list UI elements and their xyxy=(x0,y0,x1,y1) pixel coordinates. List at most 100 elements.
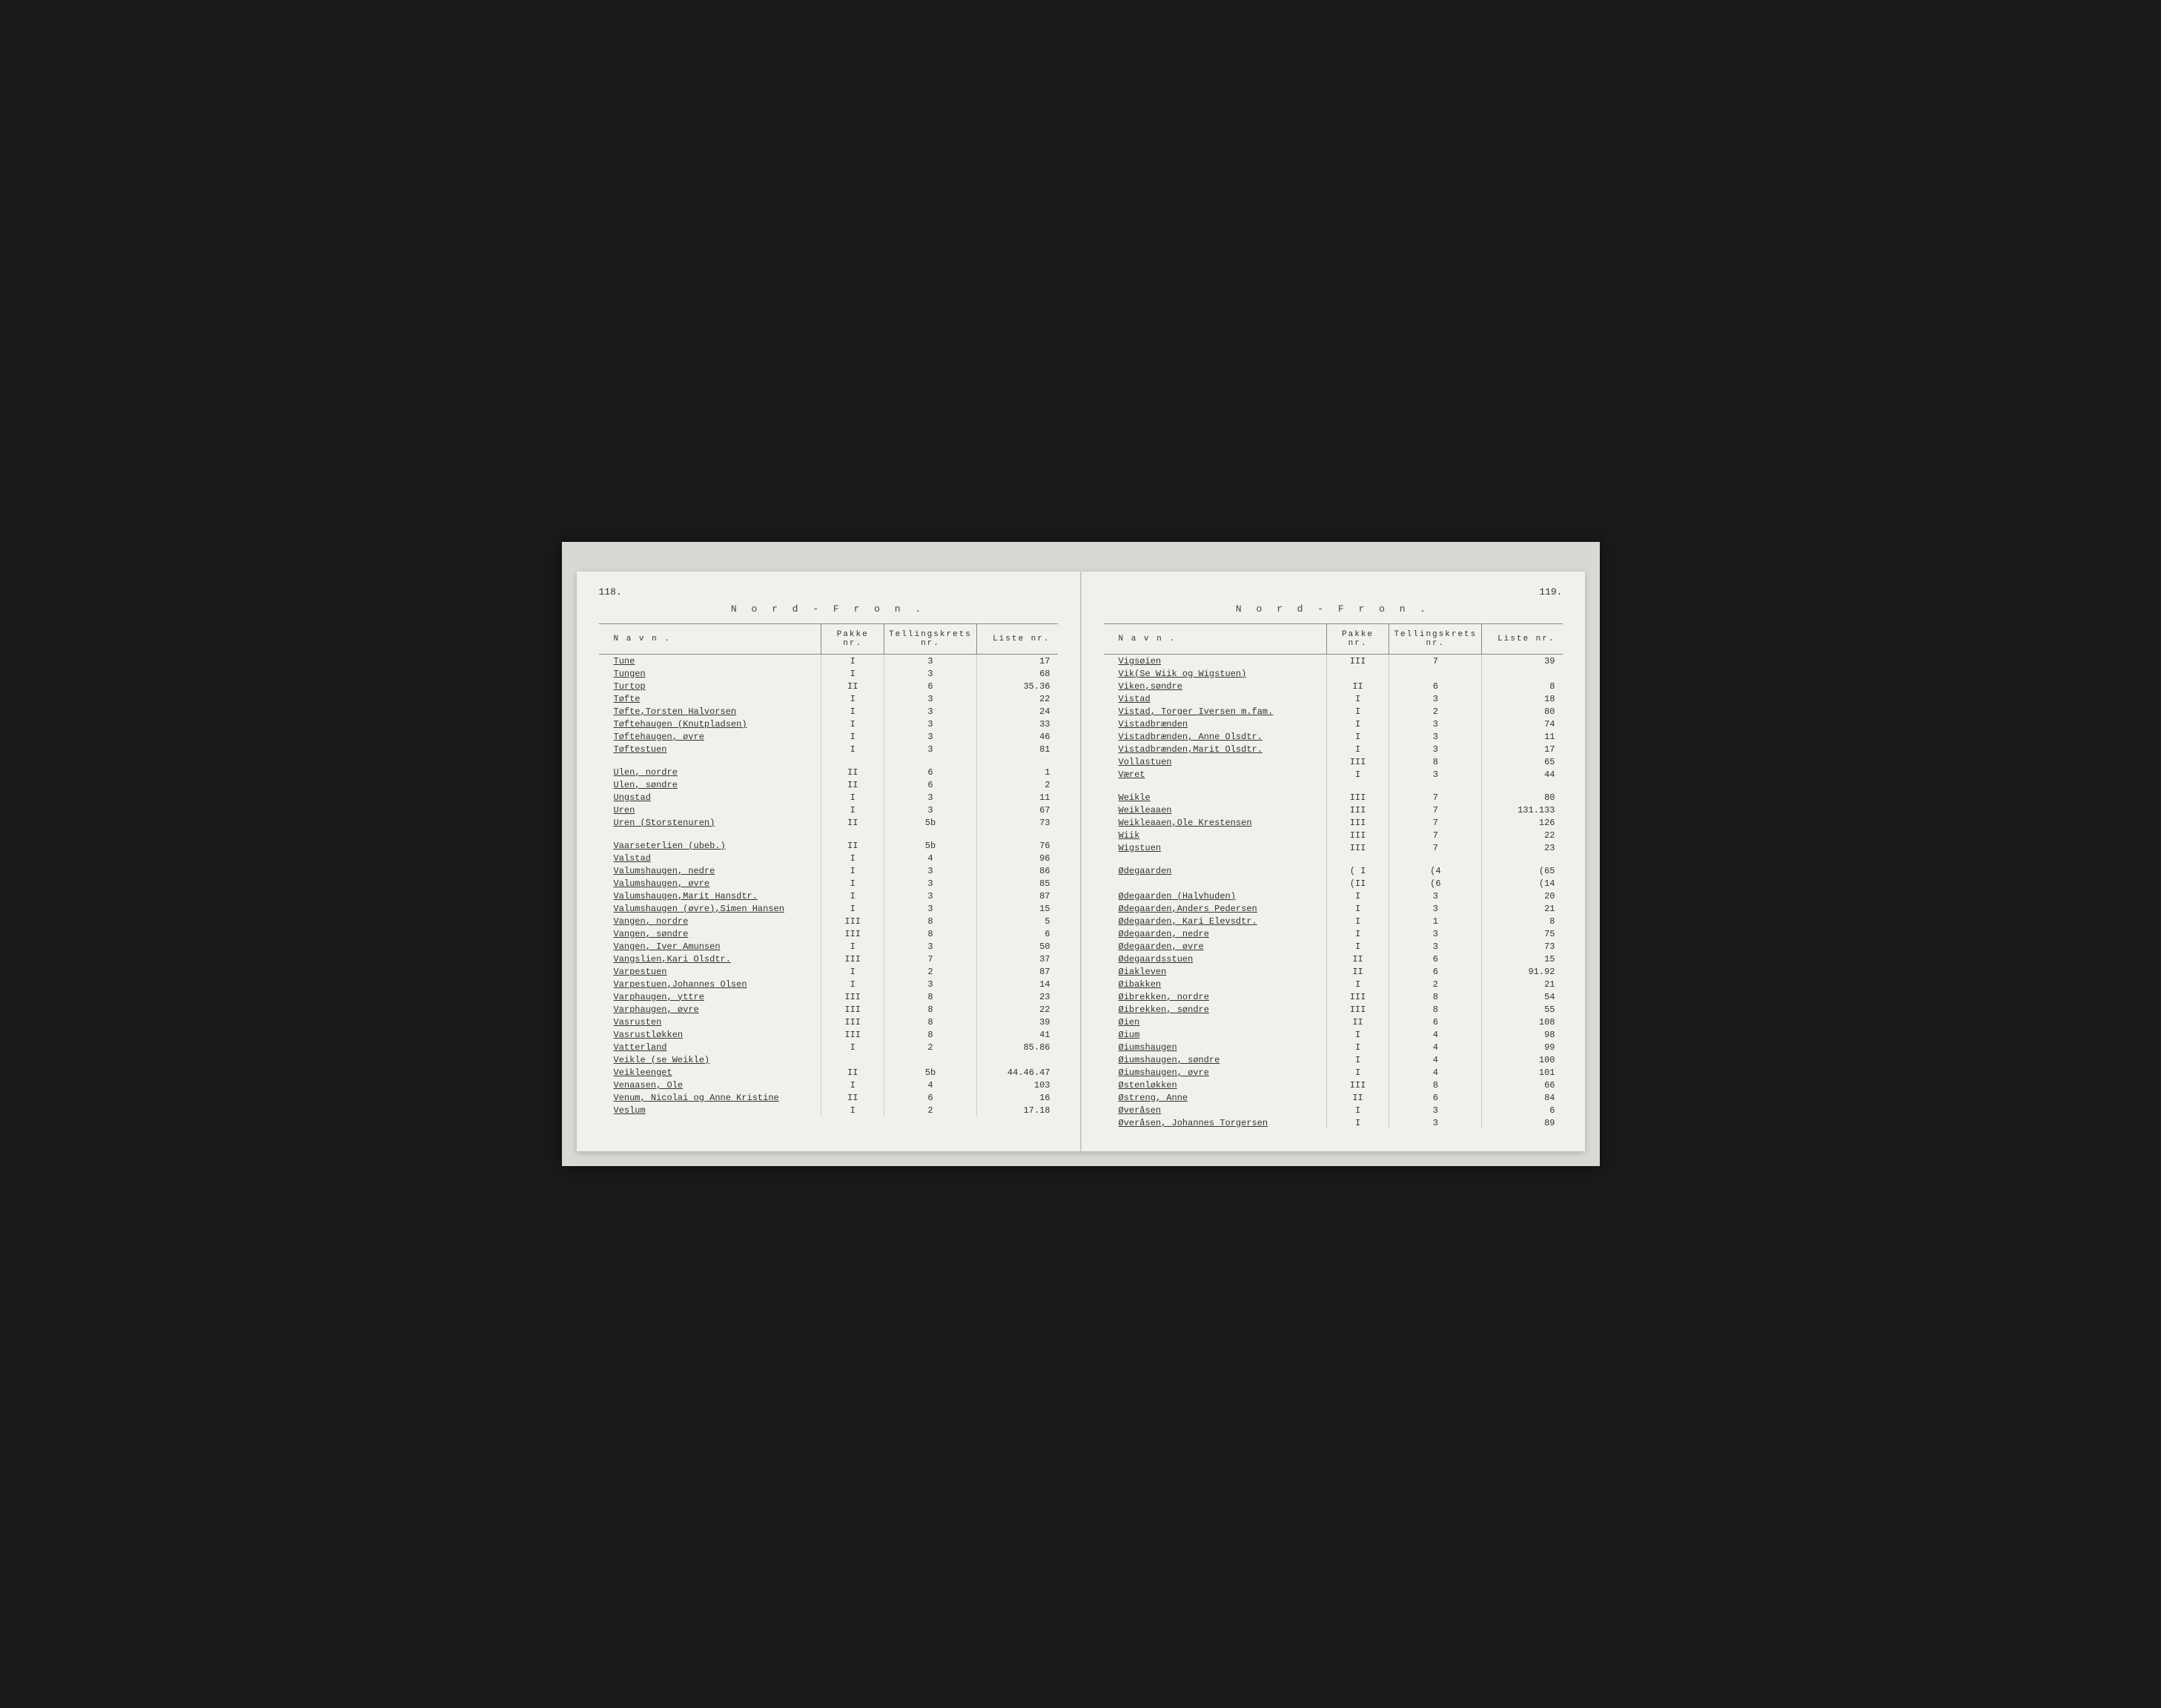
cell-tellings: 3 xyxy=(884,705,977,718)
left-header-row: N a v n . Pakke nr. Tellingskrets nr. Li… xyxy=(599,624,1058,655)
cell-liste: 103 xyxy=(976,1079,1057,1091)
cell-name: Ødegaardsstuen xyxy=(1104,953,1327,965)
cell-liste: 91.92 xyxy=(1482,965,1563,978)
table-row: ØstenløkkenIII866 xyxy=(1104,1079,1563,1091)
header-name: N a v n . xyxy=(599,624,821,655)
cell-pakke: I xyxy=(1326,890,1389,902)
cell-tellings: 3 xyxy=(884,940,977,953)
cell-tellings: 2 xyxy=(884,1041,977,1053)
table-row: Venum, Nicolai og Anne KristineII616 xyxy=(599,1091,1058,1104)
table-row: Varphaugen, øvreIII822 xyxy=(599,1003,1058,1016)
cell-tellings: 4 xyxy=(1389,1066,1482,1079)
table-row: Tøftehaugen (Knutpladsen)I333 xyxy=(599,718,1058,730)
cell-name: Vik(Se Wiik og Wigstuen) xyxy=(1104,667,1327,680)
table-row: Vistad, Torger Iversen m.fam.I280 xyxy=(1104,705,1563,718)
header-name: N a v n . xyxy=(1104,624,1327,655)
cell-name: Vasrusten xyxy=(599,1016,821,1028)
cell-pakke: I xyxy=(821,852,884,864)
cell-name: Ødegaarden, Kari Elevsdtr. xyxy=(1104,915,1327,927)
cell-liste: 46 xyxy=(976,730,1057,743)
table-row: VarpestuenI287 xyxy=(599,965,1058,978)
cell-tellings: 6 xyxy=(884,1091,977,1104)
left-table-body: TuneI317TungenI368TurtopII635.36TøfteI32… xyxy=(599,655,1058,1117)
table-row: Uren (Storstenuren)II5b73 xyxy=(599,816,1058,829)
cell-liste: 22 xyxy=(1482,829,1563,841)
cell-liste: 80 xyxy=(1482,705,1563,718)
cell-pakke: III xyxy=(1326,829,1389,841)
cell-pakke: I xyxy=(1326,1053,1389,1066)
cell-pakke: I xyxy=(821,978,884,990)
table-row: ØiaklevenII691.92 xyxy=(1104,965,1563,978)
cell-pakke: II xyxy=(1326,680,1389,692)
cell-pakke: III xyxy=(821,915,884,927)
cell-pakke: III xyxy=(821,1028,884,1041)
cell-pakke: III xyxy=(1326,791,1389,804)
table-row: Valumshaugen,Marit Hansdtr.I387 xyxy=(599,890,1058,902)
cell-liste: 15 xyxy=(1482,953,1563,965)
cell-name: Vangen, Iver Amunsen xyxy=(599,940,821,953)
cell-pakke: III xyxy=(1326,1079,1389,1091)
table-row: Øveråsen, Johannes TorgersenI389 xyxy=(1104,1116,1563,1129)
table-row: Valumshaugen (øvre),Simen HansenI315 xyxy=(599,902,1058,915)
cell-tellings: 3 xyxy=(1389,890,1482,902)
left-page-number: 118. xyxy=(599,586,1058,598)
cell-pakke: II xyxy=(1326,1091,1389,1104)
cell-pakke: I xyxy=(821,791,884,804)
table-row: Weikleaaen,Ole KrestensenIII7126 xyxy=(1104,816,1563,829)
cell-pakke: II xyxy=(1326,1016,1389,1028)
cell-liste: 21 xyxy=(1482,902,1563,915)
header-tellings: Tellingskrets nr. xyxy=(884,624,977,655)
cell-liste: 1 xyxy=(976,766,1057,778)
cell-liste: 131.133 xyxy=(1482,804,1563,816)
cell-pakke: I xyxy=(1326,978,1389,990)
table-row: Ødegaarden, øvreI373 xyxy=(1104,940,1563,953)
table-row xyxy=(1104,854,1563,864)
cell-liste: 6 xyxy=(976,927,1057,940)
cell-pakke: I xyxy=(821,718,884,730)
cell-pakke: III xyxy=(821,990,884,1003)
cell-pakke: I xyxy=(821,877,884,890)
left-table: N a v n . Pakke nr. Tellingskrets nr. Li… xyxy=(599,624,1058,1116)
cell-tellings: 6 xyxy=(1389,1016,1482,1028)
table-row: Ulen, søndreII62 xyxy=(599,778,1058,791)
cell-pakke: I xyxy=(1326,1028,1389,1041)
cell-pakke: I xyxy=(821,1079,884,1091)
cell-tellings: 5b xyxy=(884,816,977,829)
cell-tellings: 8 xyxy=(884,1016,977,1028)
header-pakke: Pakke nr. xyxy=(821,624,884,655)
cell-tellings: 3 xyxy=(884,718,977,730)
cell-liste: 126 xyxy=(1482,816,1563,829)
table-row: TungenI368 xyxy=(599,667,1058,680)
cell-tellings: 8 xyxy=(1389,1079,1482,1091)
table-row xyxy=(1104,781,1563,791)
right-page: 119. N o r d - F r o n . N a v n . Pakke… xyxy=(1081,572,1585,1151)
cell-tellings: (4 xyxy=(1389,864,1482,877)
table-row: Øiumshaugen, øvreI4101 xyxy=(1104,1066,1563,1079)
cell-tellings: 2 xyxy=(884,1104,977,1116)
cell-pakke xyxy=(821,1053,884,1066)
left-table-wrap: N a v n . Pakke nr. Tellingskrets nr. Li… xyxy=(599,623,1058,1116)
header-pakke: Pakke nr. xyxy=(1326,624,1389,655)
cell-liste: 76 xyxy=(976,839,1057,852)
cell-liste: 17 xyxy=(1482,743,1563,755)
cell-liste: 108 xyxy=(1482,1016,1563,1028)
cell-name: Weikleaaen,Ole Krestensen xyxy=(1104,816,1327,829)
cell-liste: 2 xyxy=(976,778,1057,791)
cell-name: Ødegaarden,Anders Pedersen xyxy=(1104,902,1327,915)
cell-liste: 23 xyxy=(1482,841,1563,854)
cell-pakke: I xyxy=(821,940,884,953)
cell-name: Ødegaarden xyxy=(1104,864,1327,877)
cell-name: Vatterland xyxy=(599,1041,821,1053)
header-tellings: Tellingskrets nr. xyxy=(1389,624,1482,655)
cell-tellings: 6 xyxy=(1389,1091,1482,1104)
cell-tellings: 3 xyxy=(1389,1104,1482,1116)
cell-pakke: I xyxy=(1326,730,1389,743)
cell-liste: 54 xyxy=(1482,990,1563,1003)
cell-pakke: II xyxy=(821,816,884,829)
cell-name: Østenløkken xyxy=(1104,1079,1327,1091)
cell-pakke: I xyxy=(1326,915,1389,927)
cell-tellings: 3 xyxy=(884,667,977,680)
cell-name: Uren (Storstenuren) xyxy=(599,816,821,829)
cell-liste: 8 xyxy=(1482,680,1563,692)
table-row: Vik(Se Wiik og Wigstuen) xyxy=(1104,667,1563,680)
